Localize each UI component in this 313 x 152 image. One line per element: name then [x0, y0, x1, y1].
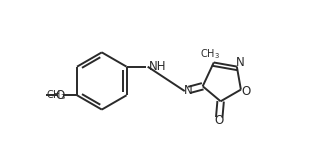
- Text: CH$_3$: CH$_3$: [46, 88, 66, 102]
- Text: N: N: [236, 56, 245, 69]
- Text: O: O: [214, 114, 223, 127]
- Text: O: O: [241, 85, 250, 98]
- Text: NH: NH: [149, 60, 167, 73]
- Text: CH$_3$: CH$_3$: [200, 47, 220, 61]
- Text: O: O: [55, 89, 64, 102]
- Text: N: N: [183, 84, 192, 97]
